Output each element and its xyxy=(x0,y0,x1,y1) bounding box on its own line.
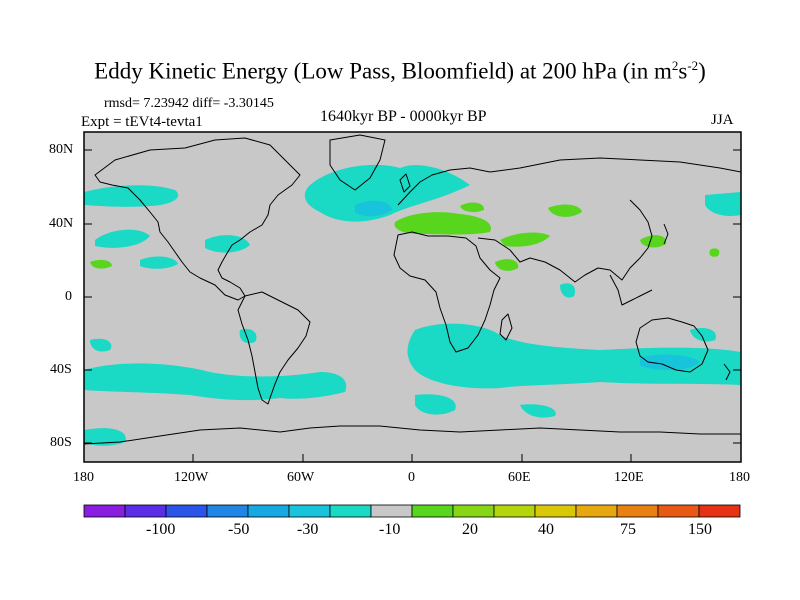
coast-southeast-asia xyxy=(609,274,653,306)
colorbar-label: -50 xyxy=(228,521,250,538)
colorbar-swatch xyxy=(411,504,454,518)
stats-text: rmsd= 7.23942 diff= -3.30145 xyxy=(104,96,274,111)
lon-label-60e: 60E xyxy=(508,470,531,485)
lat-tick-marks xyxy=(84,149,741,444)
contour-southern-ocean-pacific xyxy=(84,363,347,401)
colorbar-swatch xyxy=(288,504,331,518)
colorbar-swatch xyxy=(165,504,208,518)
contour-south-atlantic xyxy=(407,323,741,389)
contour-tasman xyxy=(690,328,716,342)
coast-new-zealand xyxy=(723,363,731,381)
contour-east-asia xyxy=(640,235,667,248)
period-label: 1640kyr BP - 0000kyr BP xyxy=(320,108,487,125)
coast-africa xyxy=(393,231,501,353)
contour-middle-east xyxy=(500,232,550,247)
coast-north-america xyxy=(94,137,301,301)
coast-europe xyxy=(397,157,741,206)
coast-uk xyxy=(399,173,411,193)
contour-western-pacific xyxy=(709,248,720,257)
colorbar xyxy=(83,504,741,518)
colorbar-label: -10 xyxy=(379,521,401,538)
lon-tick-marks xyxy=(83,454,742,462)
lat-label-80s: 80S xyxy=(50,435,72,450)
coast-south-america xyxy=(237,291,311,405)
coast-japan xyxy=(663,223,669,245)
lat-label-80n: 80N xyxy=(49,142,74,157)
contour-central-asia xyxy=(548,204,582,217)
contour-india xyxy=(560,283,576,298)
anomaly-contours xyxy=(84,164,741,446)
experiment-label: Expt = tEVt4-tevta1 xyxy=(81,114,203,130)
colorbar-swatch xyxy=(124,504,167,518)
colorbar-swatch xyxy=(452,504,495,518)
lon-label-120w: 120W xyxy=(174,470,209,485)
colorbar-label: 75 xyxy=(620,521,636,538)
colorbar-swatch xyxy=(493,504,536,518)
contour-subtropical-pacific xyxy=(95,229,150,248)
contour-antarctic-pacific xyxy=(84,428,126,446)
coast-greenland xyxy=(329,134,386,191)
coast-madagascar xyxy=(499,313,513,341)
lat-label-40s: 40S xyxy=(50,362,72,377)
season-label: JJA xyxy=(711,112,734,128)
colorbar-swatch xyxy=(698,504,741,518)
contour-north-atlantic xyxy=(304,164,470,222)
colorbar-swatch xyxy=(206,504,249,518)
contour-north-pacific xyxy=(84,185,179,207)
coast-arabia-asia xyxy=(477,199,653,283)
colorbar-swatch xyxy=(83,504,126,518)
contour-north-pacific-east xyxy=(705,192,741,216)
contour-antarctic-atlantic xyxy=(520,404,556,418)
colorbar-swatch xyxy=(247,504,290,518)
colorbar-swatch xyxy=(370,504,413,518)
lon-label-180w: 180 xyxy=(73,470,94,485)
colorbar-swatch xyxy=(616,504,659,518)
colorbar-label: -100 xyxy=(146,521,176,538)
contour-southern-ocean-south xyxy=(415,394,456,415)
colorbar-swatch xyxy=(575,504,618,518)
coast-australia xyxy=(635,317,709,373)
colorbar-swatch xyxy=(329,504,372,518)
colorbar-swatch xyxy=(657,504,700,518)
contour-south-pacific-west xyxy=(90,338,112,352)
contour-north-sea xyxy=(460,202,485,213)
colorbar-label: 40 xyxy=(538,521,554,538)
lon-label-180e: 180 xyxy=(729,470,750,485)
lat-label-0: 0 xyxy=(65,289,72,304)
contour-hawaii xyxy=(140,256,178,269)
contour-arabia xyxy=(495,259,519,271)
contour-mediterranean xyxy=(394,212,491,235)
contour-north-pacific-green xyxy=(90,259,112,269)
contour-australia-core xyxy=(640,354,700,371)
lon-label-0: 0 xyxy=(408,470,415,485)
contour-south-africa xyxy=(239,328,257,344)
coast-antarctica xyxy=(84,425,741,445)
colorbar-label: -30 xyxy=(297,521,319,538)
coastlines xyxy=(84,134,741,445)
colorbar-label: 150 xyxy=(688,521,712,538)
lon-label-120e: 120E xyxy=(614,470,644,485)
lon-label-60w: 60W xyxy=(287,470,315,485)
contour-us-east xyxy=(205,235,250,253)
colorbar-swatch xyxy=(534,504,577,518)
plot-title: Eddy Kinetic Energy (Low Pass, Bloomfiel… xyxy=(94,58,706,84)
contour-north-atlantic-core xyxy=(355,200,392,217)
colorbar-label: 20 xyxy=(462,521,478,538)
lat-label-40n: 40N xyxy=(49,216,74,231)
